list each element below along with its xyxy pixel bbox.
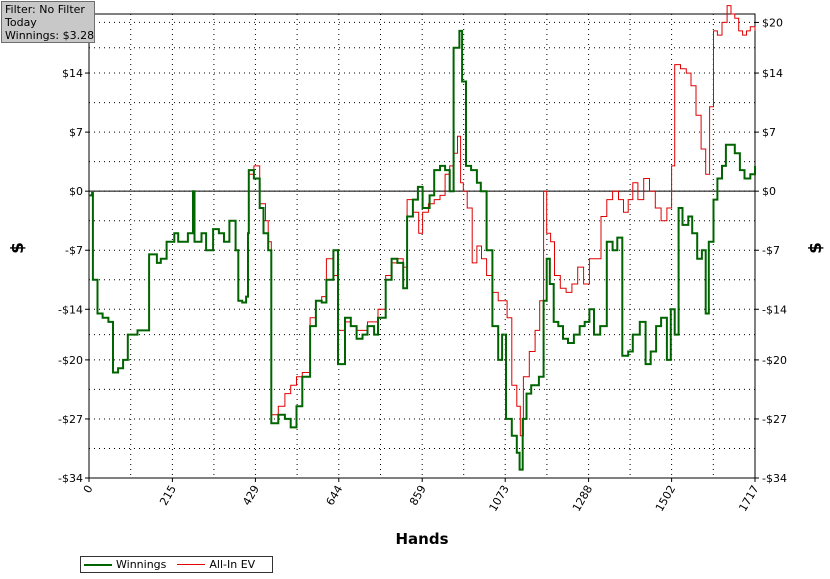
y-tick-label-left: $7 [69, 126, 83, 139]
x-axis: 0 215 429 644 859 1073 1288 1502 1717 [81, 478, 762, 514]
period-line: Today [5, 16, 37, 29]
y-axis-left: $20$14$7$0-$7-$14-$20-$27-$34 [58, 16, 89, 485]
winnings-line: Winnings: $3.28 [5, 29, 95, 42]
filter-info-box: Filter: No Filter Today Winnings: $3.28 [1, 1, 95, 43]
x-tick-label: 429 [240, 483, 262, 508]
x-tick-label: 1717 [736, 483, 761, 514]
y-tick-label-left: $0 [69, 185, 83, 198]
y-tick-label-right: $20 [762, 16, 783, 29]
y-tick-label-right: $7 [762, 126, 776, 139]
x-tick-label: 215 [157, 483, 179, 508]
legend-swatch-winnings [84, 563, 112, 566]
y-axis-right: $20 $14 $7 $0 -$7 -$14 -$20 -$27 -$34 [755, 16, 787, 485]
legend-swatch-allin-ev [177, 564, 206, 565]
y-tick-label-left: $14 [62, 67, 83, 80]
y-tick-label-right: $0 [762, 185, 776, 198]
y-tick-label-left: -$7 [65, 244, 83, 257]
y-tick-label-left: -$27 [58, 413, 83, 426]
x-tick-label: 1288 [570, 483, 595, 514]
plot-area [88, 13, 756, 479]
y-tick-label-left: -$34 [58, 472, 83, 485]
x-axis-title: Hands [395, 530, 448, 548]
series-allin-ev-line [248, 5, 756, 437]
legend-label-winnings: Winnings [116, 558, 167, 571]
y-tick-label-right: -$14 [762, 303, 787, 316]
y-tick-label-right: -$27 [762, 413, 787, 426]
y-tick-label-right: -$20 [762, 354, 787, 367]
y-tick-label-left: -$20 [58, 354, 83, 367]
legend-label-allin-ev: All-In EV [209, 558, 256, 571]
x-tick-label: 1073 [487, 483, 512, 514]
y-axis-title-right: $ [806, 242, 826, 254]
y-tick-label-right: -$34 [762, 472, 787, 485]
legend-entry-winnings: Winnings [84, 558, 166, 571]
x-tick-label: 0 [81, 483, 96, 496]
y-tick-label-left: -$14 [58, 303, 83, 316]
x-tick-label: 1502 [653, 483, 678, 514]
x-tick-label: 644 [324, 483, 346, 508]
y-tick-label-right: $14 [762, 67, 783, 80]
series-winnings-line [89, 29, 756, 471]
y-axis-title-left: $ [8, 242, 28, 254]
y-tick-label-right: -$7 [762, 244, 780, 257]
legend-entry-allin-ev: All-In EV [177, 558, 255, 571]
legend: Winnings All-In EV [80, 556, 273, 573]
filter-line: Filter: No Filter [5, 3, 85, 16]
series-layer [89, 5, 756, 471]
x-tick-label: 859 [407, 483, 429, 508]
